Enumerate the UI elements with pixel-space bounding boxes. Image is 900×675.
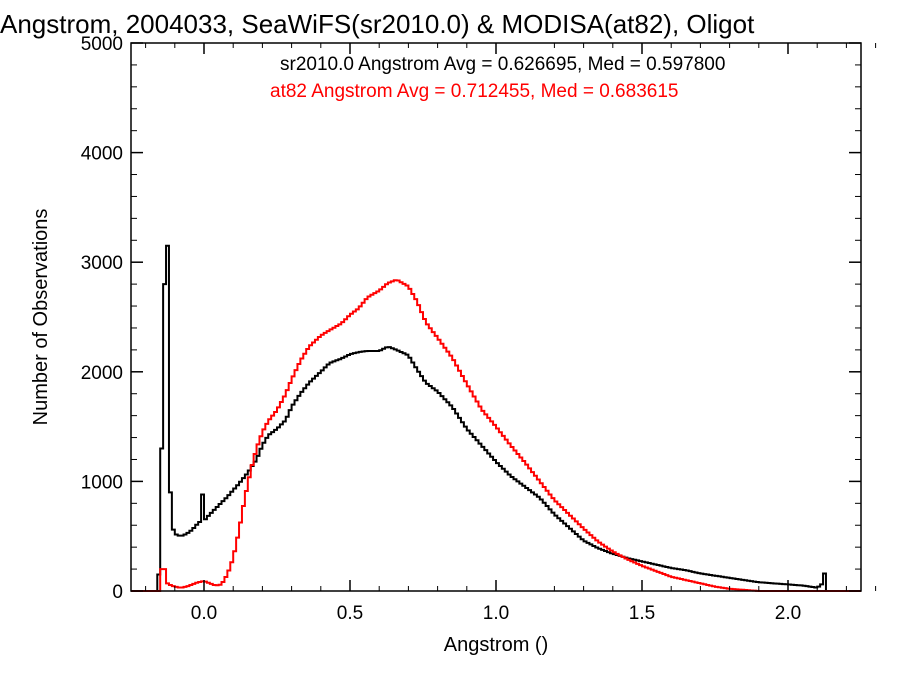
x-tick-label: 2.0 [775, 603, 801, 624]
series-line-1 [131, 279, 861, 592]
annotation-red: at82 Angstrom Avg = 0.712455, Med = 0.68… [270, 81, 678, 102]
annotation-black: sr2010.0 Angstrom Avg = 0.626695, Med = … [280, 54, 725, 75]
x-axis-label: Angstrom () [444, 634, 548, 656]
plot-series [131, 244, 861, 592]
x-tick-label: 1.0 [483, 603, 509, 624]
axis-ticks: 0.0 0.5 1.0 1.5 2.0 0 1000 2000 3000 4000 5000 [81, 34, 877, 624]
series-line-0 [131, 244, 861, 592]
x-tick-label: 0.0 [191, 603, 217, 624]
y-tick-label: 1000 [81, 472, 123, 493]
y-tick-label: 3000 [81, 253, 123, 274]
x-tick-label: 0.5 [337, 603, 363, 624]
y-tick-label: 2000 [81, 363, 123, 384]
y-axis-label: Number of Observations [30, 209, 52, 426]
x-tick-label: 1.5 [629, 603, 655, 624]
y-tick-label: 4000 [81, 144, 123, 165]
y-tick-label: 5000 [81, 34, 123, 55]
chart-title: Angstrom, 2004033, SeaWiFS(sr2010.0) & M… [0, 9, 755, 39]
y-tick-label: 0 [112, 582, 123, 603]
